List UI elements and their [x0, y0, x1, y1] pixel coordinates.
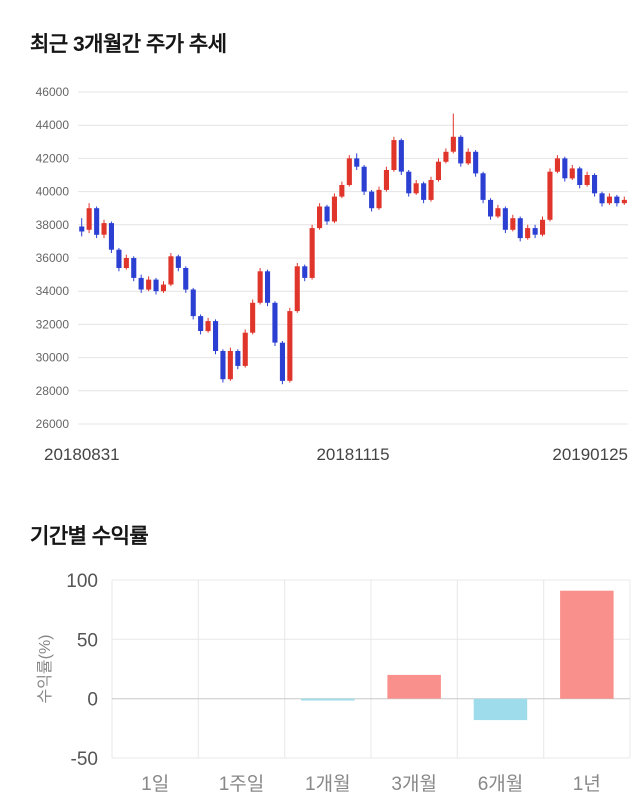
svg-text:20181115: 20181115: [316, 445, 389, 464]
svg-text:1주일: 1주일: [219, 773, 265, 795]
svg-text:36000: 36000: [36, 251, 70, 265]
svg-text:34000: 34000: [36, 284, 70, 298]
svg-text:0: 0: [87, 690, 98, 711]
svg-text:40000: 40000: [36, 185, 70, 199]
bar-series: [301, 590, 614, 721]
svg-text:1일: 1일: [141, 773, 169, 795]
svg-text:6개월: 6개월: [478, 773, 524, 795]
column-separator-gridlines: [111, 580, 631, 758]
candlestick-series: [79, 113, 627, 385]
svg-text:1개월: 1개월: [305, 773, 351, 795]
returns-bar-svg: 100 50 0 -50 1일 1주일 1개월 3개월 6개월 1년 수익률(%): [36, 571, 631, 795]
price-candlestick-chart: 46000 44000 42000 40000 38000 36000 34000 32000…: [0, 74, 640, 472]
x-axis-labels: 20180831 20181115 20190125: [44, 445, 628, 464]
svg-text:30000: 30000: [36, 351, 70, 365]
svg-text:20180831: 20180831: [44, 445, 120, 464]
svg-text:46000: 46000: [36, 85, 70, 99]
y-axis-tick-labels: 46000 44000 42000 40000 38000 36000 34000 32000…: [36, 85, 70, 431]
y-axis-title: 수익률(%): [36, 634, 54, 703]
svg-text:44000: 44000: [36, 118, 70, 132]
price-chart-title: 최근 3개월간 주가 추세: [30, 33, 227, 56]
svg-text:1년: 1년: [573, 773, 601, 795]
svg-text:-50: -50: [71, 749, 98, 770]
y-gridlines: [78, 91, 628, 425]
category-labels: 1일 1주일 1개월 3개월 6개월 1년: [141, 773, 601, 795]
svg-text:38000: 38000: [36, 218, 70, 232]
svg-text:32000: 32000: [36, 317, 70, 331]
svg-text:42000: 42000: [36, 151, 70, 165]
svg-text:50: 50: [77, 630, 98, 651]
svg-text:100: 100: [66, 571, 98, 592]
svg-text:28000: 28000: [36, 384, 70, 398]
svg-text:수익률(%): 수익률(%): [36, 634, 54, 703]
svg-text:20190125: 20190125: [552, 445, 628, 464]
candlestick-svg: 46000 44000 42000 40000 38000 36000 34000 32000…: [36, 85, 628, 464]
y-gridlines: [112, 579, 630, 759]
returns-bar-chart: 100 50 0 -50 1일 1주일 1개월 3개월 6개월 1년 수익률(%): [0, 564, 640, 810]
svg-text:26000: 26000: [36, 417, 70, 431]
y-axis-tick-labels: 100 50 0 -50: [66, 571, 98, 770]
svg-text:3개월: 3개월: [391, 773, 437, 795]
returns-chart-title: 기간별 수익률: [30, 525, 149, 548]
